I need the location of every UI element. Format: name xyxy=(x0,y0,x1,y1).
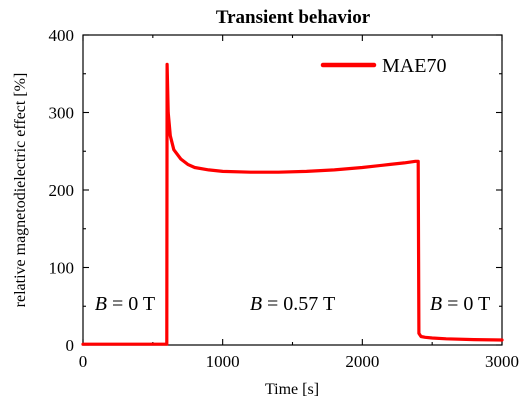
x-tick-label: 2000 xyxy=(345,352,379,371)
field-annotation: B = 0 T xyxy=(430,293,490,315)
x-tick-label: 0 xyxy=(79,352,88,371)
field-annotation: B = 0.57 T xyxy=(250,293,335,315)
y-tick-label: 400 xyxy=(49,26,75,45)
y-tick-label: 0 xyxy=(66,336,75,355)
chart-title: Transient behavior xyxy=(216,7,371,28)
annotations: B = 0 T B = 0.57 T B = 0 T xyxy=(95,293,491,315)
field-annotation: B = 0 T xyxy=(95,293,155,315)
y-tick-label: 200 xyxy=(49,181,75,200)
series-layer xyxy=(81,62,504,346)
series-line-mae70 xyxy=(81,62,504,346)
legend: MAE70 xyxy=(320,55,446,77)
y-axis-label: relative magnetodielectric effect [%] xyxy=(12,73,29,308)
x-axis-label: Time [s] xyxy=(265,381,319,398)
legend-label: MAE70 xyxy=(382,55,446,77)
axis-ticks: 0 1000 2000 3000 0 100 200 300 400 xyxy=(49,26,520,371)
y-tick-label: 100 xyxy=(49,259,75,278)
y-tick-label: 300 xyxy=(49,104,75,123)
x-tick-label: 1000 xyxy=(206,352,240,371)
x-tick-label: 3000 xyxy=(485,352,519,371)
